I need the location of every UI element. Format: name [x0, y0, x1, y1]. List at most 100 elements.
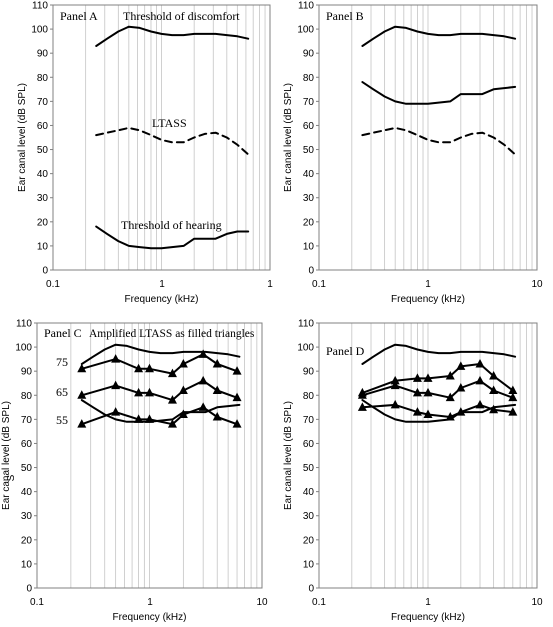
series-line: [80, 399, 241, 423]
triangle-marker: [167, 368, 177, 378]
series-3: [361, 126, 517, 156]
x-tick-label: 1: [425, 597, 431, 608]
panel-label: Panel D: [326, 344, 365, 358]
triangle-marker: [475, 358, 485, 368]
y-tick-label: 110: [16, 319, 32, 330]
series-5: [77, 402, 242, 428]
plot-frame: [318, 322, 538, 589]
curve-label: Threshold of discomfort: [123, 9, 240, 23]
y-tick-label: 50: [21, 463, 33, 474]
y-tick-label: 50: [37, 145, 49, 156]
triangle-marker: [178, 358, 188, 368]
series-2: [95, 126, 250, 156]
y-tick-label: 10: [303, 559, 315, 570]
input-level-label: 55: [56, 413, 68, 427]
y-tick-label: 60: [37, 121, 49, 132]
series-1: [80, 343, 241, 365]
y-tick-label: 30: [303, 511, 315, 522]
y-tick-label: 90: [303, 367, 315, 378]
y-tick-label: 30: [21, 511, 33, 522]
y-tick-label: 30: [303, 193, 315, 204]
triangle-marker: [456, 383, 466, 392]
x-axis: 0.1 1 10: [312, 279, 543, 290]
x-tick-label: 10: [256, 597, 268, 608]
y-tick-label: 80: [303, 73, 315, 84]
y-tick-label: 40: [303, 169, 315, 180]
triangle-marker: [77, 419, 87, 428]
y-axis-title-extra: S: [6, 474, 17, 481]
x-axis: 0.1 1 1: [46, 279, 273, 290]
y-tick-label: 40: [37, 169, 49, 180]
triangle-marker: [145, 387, 154, 397]
plot-frame: [318, 4, 538, 271]
x-tick-label: 1: [267, 279, 273, 290]
triangle-marker: [390, 375, 400, 385]
y-tick-label: 70: [303, 97, 315, 108]
triangle-marker: [489, 385, 499, 394]
series-2: [80, 399, 241, 423]
triangle-marker: [412, 387, 422, 397]
y-axis-title: Ear canal level (dB SPL): [283, 401, 294, 510]
series-3: [357, 358, 518, 397]
y-tick-label: 30: [37, 193, 49, 204]
y-tick-label: 0: [308, 584, 314, 595]
x-tick-label: 0.1: [30, 597, 44, 608]
panel-a: 0 10 20 30 40 50 60 70 80 90 100 110 0.1 1 1 Frequency …: [17, 1, 273, 306]
y-axis: 0 10 20 30 40 50 60 70 80 90 100 110: [15, 319, 37, 595]
input-level-label: 75: [56, 355, 68, 369]
triangle-marker: [475, 399, 485, 409]
triangle-marker: [232, 366, 242, 375]
y-tick-label: 110: [32, 1, 48, 12]
y-axis: 0 10 20 30 40 50 60 70 80 90 100 110: [297, 1, 319, 277]
y-tick-label: 80: [303, 391, 315, 402]
series-line: [361, 25, 517, 47]
triangle-marker: [423, 409, 433, 419]
triangle-marker: [134, 387, 144, 397]
x-tick-label: 10: [531, 597, 543, 608]
x-tick-label: 1: [425, 279, 431, 290]
triangle-marker: [111, 380, 121, 390]
series-2: [361, 81, 517, 105]
series-1: [95, 25, 250, 47]
x-axis: 0.1 1 10: [30, 597, 268, 608]
y-axis: 0 10 20 30 40 50 60 70 80 90 100 110: [31, 1, 53, 277]
triangle-marker: [357, 390, 367, 399]
triangle-marker: [178, 409, 188, 419]
series-3: [77, 349, 242, 378]
series-4: [77, 375, 242, 404]
y-axis-title: Ear canal level (dB SPL): [1, 401, 12, 510]
x-tick-label: 10: [531, 279, 543, 290]
y-tick-label: 20: [303, 535, 315, 546]
vertical-gridlines: [85, 5, 266, 270]
y-tick-label: 40: [303, 487, 315, 498]
series-3: [95, 225, 250, 250]
series-line: [80, 343, 241, 365]
y-tick-label: 80: [21, 391, 33, 402]
triangle-marker: [111, 407, 121, 416]
y-tick-label: 110: [298, 319, 314, 330]
panel-label: Panel C: [44, 326, 82, 340]
y-tick-label: 20: [37, 217, 49, 228]
y-tick-label: 60: [303, 121, 315, 132]
series-line: [361, 126, 517, 156]
y-tick-label: 70: [21, 415, 33, 426]
series-5: [357, 399, 518, 421]
triangle-marker: [456, 407, 466, 416]
triangle-marker: [111, 354, 121, 363]
y-tick-label: 100: [31, 25, 48, 36]
y-tick-label: 10: [303, 241, 315, 252]
triangle-marker: [232, 392, 242, 402]
triangle-marker: [445, 392, 455, 402]
triangle-marker: [134, 414, 144, 423]
x-tick-label: 1: [147, 597, 153, 608]
y-tick-label: 10: [37, 241, 49, 252]
x-tick-label: 0.1: [46, 279, 60, 290]
triangle-marker: [134, 363, 144, 373]
y-axis: 0 10 20 30 40 50 60 70 80 90 100 110: [297, 319, 319, 595]
triangle-marker: [423, 387, 433, 397]
x-axis-title: Frequency (kHz): [125, 294, 199, 305]
series-line: [361, 81, 517, 105]
triangle-marker: [357, 402, 367, 411]
